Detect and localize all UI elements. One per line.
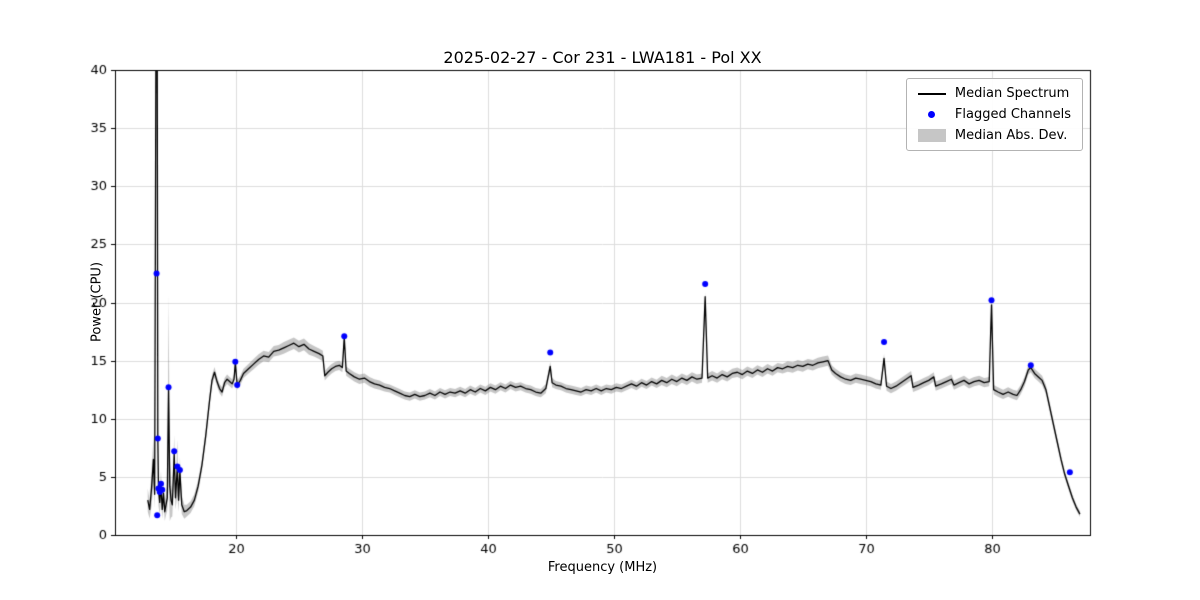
chart-title: 2025-02-27 - Cor 231 - LWA181 - Pol XX <box>443 48 762 67</box>
marker-sample-icon <box>918 111 946 118</box>
legend: Median Spectrum Flagged Channels Median … <box>905 78 1083 151</box>
legend-label: Median Spectrum <box>954 86 1070 101</box>
line-sample-icon <box>917 92 946 95</box>
legend-label: Flagged Channels <box>954 107 1071 122</box>
x-axis-label: Frequency (MHz) <box>547 560 658 575</box>
legend-item-mad: Median Abs. Dev. <box>917 128 1071 143</box>
legend-item-flagged-channels: Flagged Channels <box>918 107 1071 122</box>
legend-item-median-spectrum: Median Spectrum <box>917 86 1071 101</box>
legend-label: Median Abs. Dev. <box>954 128 1068 143</box>
y-axis-label: Power (CPU) <box>89 261 105 343</box>
patch-sample-icon <box>917 129 946 142</box>
